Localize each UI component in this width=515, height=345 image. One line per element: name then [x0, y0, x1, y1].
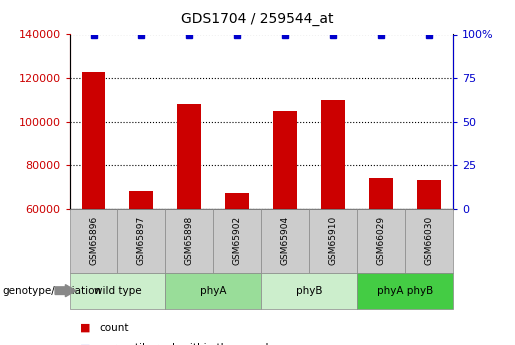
Text: wild type: wild type	[94, 286, 141, 296]
Bar	[129, 191, 153, 209]
Text: GSM66030: GSM66030	[425, 216, 434, 265]
Bar	[178, 104, 201, 209]
Text: genotype/variation: genotype/variation	[3, 286, 101, 296]
Bar	[357, 209, 405, 273]
Bar	[310, 209, 357, 273]
Bar	[117, 209, 165, 273]
Text: GDS1704 / 259544_at: GDS1704 / 259544_at	[181, 12, 334, 26]
Text: ■: ■	[80, 344, 90, 345]
Bar	[165, 209, 213, 273]
Text: count: count	[99, 323, 129, 333]
Bar	[273, 111, 297, 209]
Text: ■: ■	[80, 323, 90, 333]
Bar	[81, 71, 106, 209]
Bar	[70, 273, 165, 309]
Bar	[357, 273, 453, 309]
Bar	[261, 273, 357, 309]
Bar	[70, 209, 117, 273]
Bar	[213, 209, 261, 273]
Bar	[226, 194, 249, 209]
Text: percentile rank within the sample: percentile rank within the sample	[99, 344, 276, 345]
Bar	[417, 180, 441, 209]
Bar	[405, 209, 453, 273]
Text: GSM66029: GSM66029	[377, 216, 386, 265]
Text: GSM65902: GSM65902	[233, 216, 242, 265]
Text: phyA: phyA	[200, 286, 227, 296]
Text: GSM65896: GSM65896	[89, 216, 98, 265]
Bar	[369, 178, 393, 209]
Text: GSM65897: GSM65897	[137, 216, 146, 265]
Bar	[321, 100, 345, 209]
Text: GSM65904: GSM65904	[281, 216, 290, 265]
Text: GSM65910: GSM65910	[329, 216, 338, 265]
Text: GSM65898: GSM65898	[185, 216, 194, 265]
Text: phyA phyB: phyA phyB	[377, 286, 433, 296]
Bar	[165, 273, 261, 309]
Text: phyB: phyB	[296, 286, 322, 296]
Bar	[261, 209, 310, 273]
